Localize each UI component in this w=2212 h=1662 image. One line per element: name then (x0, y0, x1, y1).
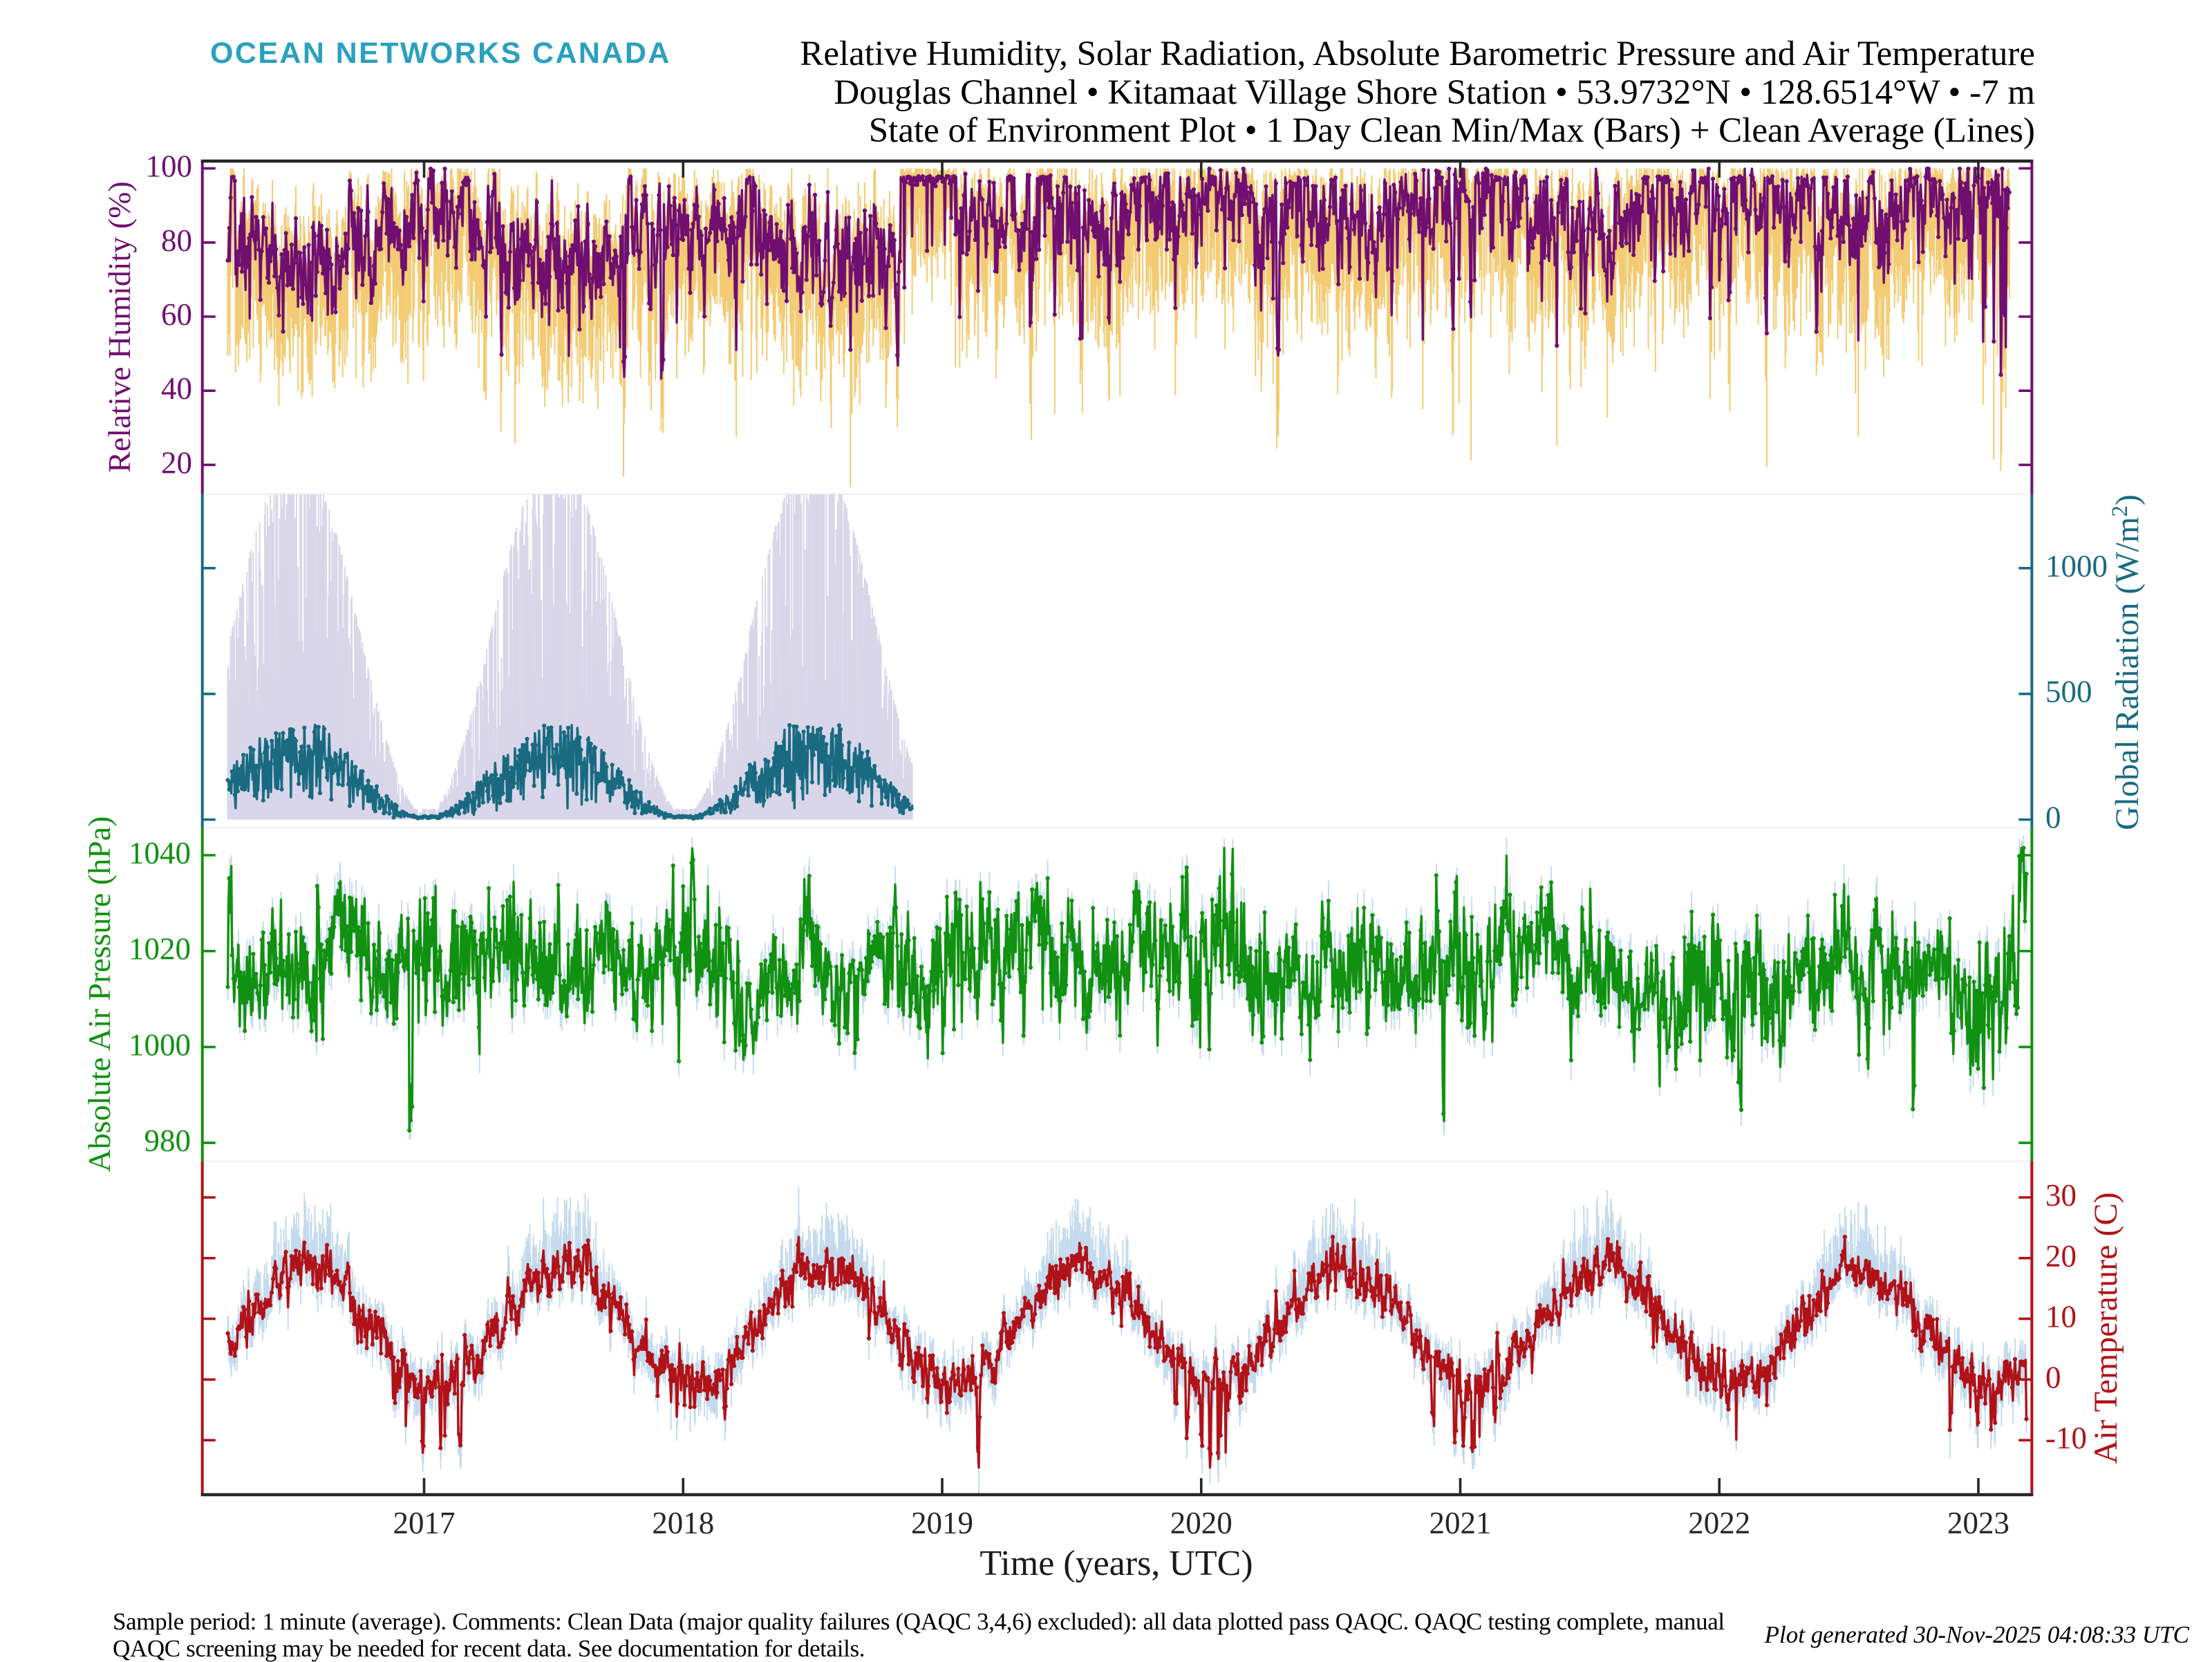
svg-text:2020: 2020 (1170, 1506, 1232, 1540)
svg-text:20: 20 (2045, 1239, 2077, 1273)
svg-text:80: 80 (161, 223, 192, 258)
svg-text:1000: 1000 (129, 1027, 191, 1062)
svg-text:Air Temperature (C): Air Temperature (C) (2088, 1193, 2124, 1464)
svg-text:0: 0 (2045, 1360, 2061, 1394)
svg-text:1020: 1020 (129, 932, 191, 967)
svg-text:980: 980 (144, 1123, 191, 1158)
svg-text:100: 100 (146, 149, 193, 184)
svg-text:2021: 2021 (1430, 1506, 1492, 1540)
svg-text:-10: -10 (2045, 1421, 2087, 1455)
svg-text:40: 40 (161, 371, 192, 406)
svg-text:2019: 2019 (911, 1506, 973, 1540)
svg-text:1040: 1040 (129, 836, 191, 870)
svg-text:30: 30 (2045, 1178, 2077, 1213)
svg-text:20: 20 (161, 445, 192, 480)
svg-text:2022: 2022 (1688, 1506, 1750, 1540)
svg-text:2018: 2018 (652, 1506, 714, 1540)
svg-text:10: 10 (2045, 1300, 2077, 1334)
svg-text:1000: 1000 (2045, 549, 2108, 583)
svg-text:500: 500 (2045, 675, 2092, 709)
svg-text:2017: 2017 (393, 1506, 456, 1540)
svg-text:60: 60 (161, 297, 192, 332)
svg-text:Global Radiation (W/m2): Global Radiation (W/m2) (2108, 494, 2146, 830)
svg-text:Relative Humidity (%): Relative Humidity (%) (102, 181, 137, 473)
svg-text:2023: 2023 (1947, 1506, 2009, 1540)
svg-text:0: 0 (2045, 801, 2061, 835)
svg-text:Absolute Air Pressure (hPa): Absolute Air Pressure (hPa) (82, 816, 117, 1173)
